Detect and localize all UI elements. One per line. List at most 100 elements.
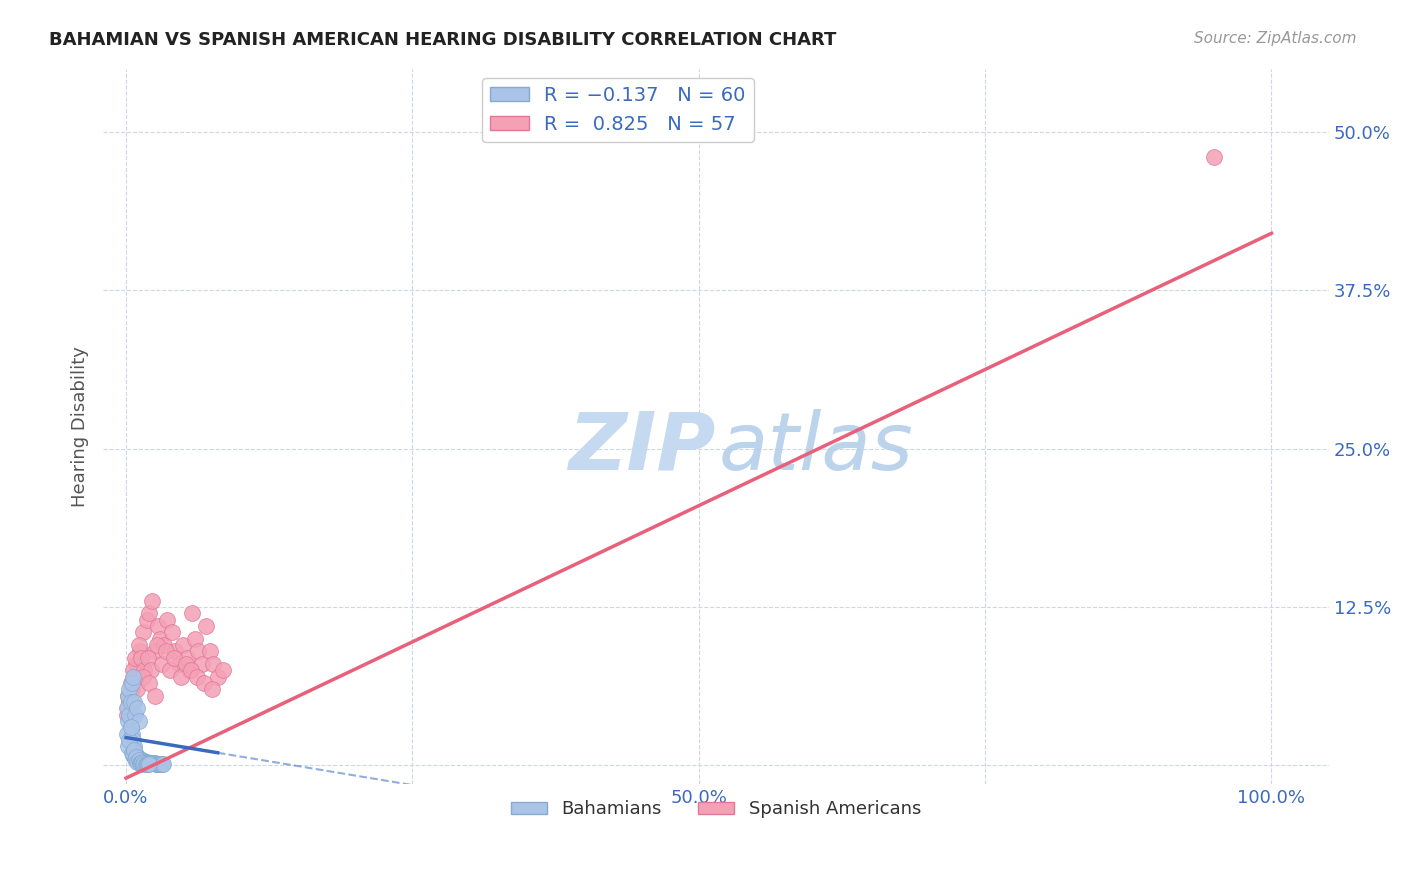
Point — [212, 664, 235, 678]
Point — [128, 753, 150, 767]
Point — [117, 689, 139, 703]
Point — [156, 613, 179, 627]
Point — [180, 664, 202, 678]
Point — [190, 657, 212, 671]
Point — [125, 657, 148, 671]
Point — [117, 689, 139, 703]
Point — [159, 664, 181, 678]
Point — [139, 756, 162, 770]
Point — [146, 757, 169, 772]
Point — [128, 714, 150, 728]
Point — [121, 727, 143, 741]
Point — [118, 733, 141, 747]
Point — [146, 638, 169, 652]
Point — [115, 701, 138, 715]
Point — [148, 757, 170, 772]
Point — [141, 664, 163, 678]
Point — [134, 757, 156, 772]
Point — [121, 682, 143, 697]
Point — [115, 727, 138, 741]
Point — [129, 753, 152, 767]
Point — [117, 714, 139, 728]
Point — [149, 632, 172, 646]
Point — [134, 755, 156, 769]
Point — [186, 670, 208, 684]
Point — [122, 748, 145, 763]
Point — [141, 756, 163, 770]
Point — [141, 756, 163, 770]
Point — [170, 670, 193, 684]
Point — [129, 650, 152, 665]
Point — [127, 701, 149, 715]
Point — [145, 757, 167, 772]
Text: ZIP: ZIP — [568, 409, 716, 487]
Point — [174, 657, 197, 671]
Point — [118, 695, 141, 709]
Point — [124, 650, 146, 665]
Point — [167, 657, 190, 671]
Point — [135, 755, 157, 769]
Point — [138, 676, 160, 690]
Point — [201, 682, 224, 697]
Point — [129, 756, 152, 770]
Point — [135, 613, 157, 627]
Point — [134, 756, 156, 770]
Point — [187, 644, 209, 658]
Point — [131, 755, 153, 769]
Point — [122, 733, 145, 747]
Legend: Bahamians, Spanish Americans: Bahamians, Spanish Americans — [503, 793, 928, 825]
Point — [132, 757, 155, 772]
Point — [128, 638, 150, 652]
Point — [128, 756, 150, 770]
Text: BAHAMIAN VS SPANISH AMERICAN HEARING DISABILITY CORRELATION CHART: BAHAMIAN VS SPANISH AMERICAN HEARING DIS… — [49, 31, 837, 49]
Point — [122, 695, 145, 709]
Point — [138, 756, 160, 770]
Point — [124, 707, 146, 722]
Point — [146, 619, 169, 633]
Point — [120, 676, 142, 690]
Point — [142, 756, 165, 770]
Point — [150, 657, 173, 671]
Point — [127, 682, 149, 697]
Point — [132, 625, 155, 640]
Point — [141, 593, 163, 607]
Point — [127, 755, 149, 769]
Point — [193, 676, 215, 690]
Point — [121, 746, 143, 760]
Point — [120, 720, 142, 734]
Point — [134, 664, 156, 678]
Point — [118, 707, 141, 722]
Point — [132, 670, 155, 684]
Point — [152, 757, 174, 772]
Point — [198, 644, 221, 658]
Point — [125, 748, 148, 763]
Point — [122, 664, 145, 678]
Point — [165, 644, 187, 658]
Y-axis label: Hearing Disability: Hearing Disability — [72, 346, 89, 507]
Point — [143, 689, 166, 703]
Point — [143, 644, 166, 658]
Point — [122, 739, 145, 754]
Point — [124, 746, 146, 760]
Point — [121, 676, 143, 690]
Point — [125, 749, 148, 764]
Point — [115, 707, 138, 722]
Point — [184, 632, 207, 646]
Point — [146, 757, 169, 772]
Point — [155, 644, 177, 658]
Point — [127, 751, 149, 765]
Point — [134, 755, 156, 769]
Point — [117, 739, 139, 754]
Point — [1204, 150, 1226, 164]
Point — [160, 625, 183, 640]
Point — [120, 695, 142, 709]
Point — [117, 701, 139, 715]
Point — [118, 682, 141, 697]
Point — [122, 743, 145, 757]
Point — [122, 670, 145, 684]
Point — [122, 670, 145, 684]
Point — [195, 619, 218, 633]
Point — [163, 650, 186, 665]
Point — [176, 650, 198, 665]
Point — [136, 650, 159, 665]
